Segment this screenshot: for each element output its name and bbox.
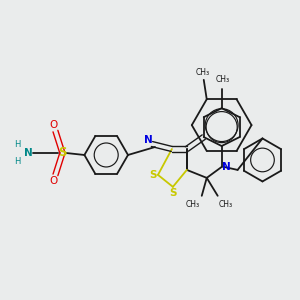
Text: S: S [169,188,177,198]
Text: N: N [144,135,153,146]
Text: S: S [150,170,157,180]
Text: CH₃: CH₃ [219,200,233,208]
Text: O: O [50,119,58,130]
Text: S: S [58,146,67,160]
Text: H: H [14,157,20,166]
Text: CH₃: CH₃ [215,75,229,84]
Text: CH₃: CH₃ [196,68,210,77]
Text: N: N [222,162,230,172]
Text: H: H [14,140,20,149]
Text: N: N [24,148,33,158]
Text: O: O [50,176,58,187]
Text: CH₃: CH₃ [186,200,200,208]
